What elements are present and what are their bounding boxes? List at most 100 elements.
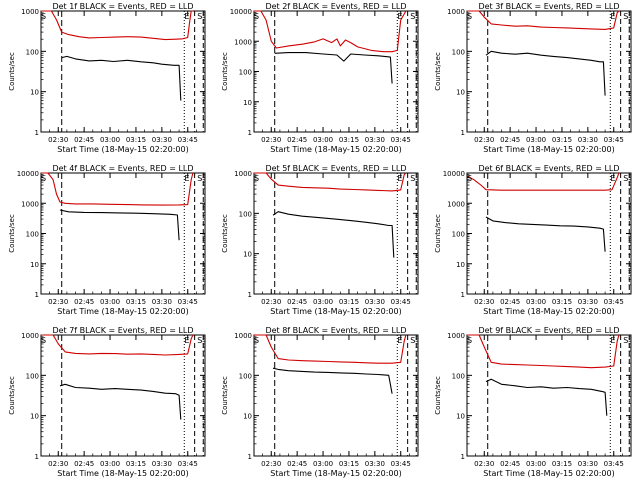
panel-2: Det 2f BLACK = Events, RED = LLD Counts/s… [221, 2, 419, 154]
y-axis-label: Counts/sec [434, 214, 442, 253]
plot-frame [40, 10, 206, 133]
y-tick-label: 1000 [447, 200, 465, 208]
x-axis-label: Start Time (18-May-15 02:20:00) [270, 307, 401, 316]
x-tick-label: 02:30 [474, 298, 494, 306]
marker-label: S [41, 12, 46, 21]
y-tick-label: 10000 [17, 170, 39, 178]
series-events-line [485, 378, 608, 416]
panel-1: Det 1f BLACK = Events, RED = LLD Counts/s… [8, 2, 206, 154]
x-tick-label: 03:00 [526, 460, 546, 468]
marker-label: E [184, 12, 189, 21]
y-tick-label: 100 [452, 231, 465, 239]
y-tick-label: 10 [30, 89, 39, 97]
x-tick-label: 03:30 [578, 298, 598, 306]
y-tick-label: 1 [461, 129, 465, 137]
x-tick-label: 03:30 [152, 136, 172, 144]
series-events-line [272, 211, 395, 258]
x-tick-label: 03:30 [152, 298, 172, 306]
plot-frame [253, 172, 419, 295]
x-tick-label: 02:45 [74, 136, 94, 144]
x-tick-label: 02:30 [261, 136, 281, 144]
x-axis-label: Start Time (18-May-15 02:20:00) [57, 469, 188, 478]
y-tick-label: 10 [456, 89, 465, 97]
marker-label: S [467, 12, 472, 21]
series-lld-line [41, 10, 193, 41]
y-tick-label: 1000 [21, 332, 39, 340]
y-tick-label: 10 [243, 99, 252, 107]
plot-frame [466, 10, 632, 133]
series-lld-line [467, 334, 620, 369]
x-tick-label: 03:30 [578, 136, 598, 144]
y-axis-label: Counts/sec [8, 376, 16, 415]
series-lld-line [41, 334, 194, 356]
marker-label: S [623, 336, 628, 345]
x-tick-label: 02:30 [261, 298, 281, 306]
x-axis-label: Start Time (18-May-15 02:20:00) [57, 307, 188, 316]
marker-label: S [410, 174, 415, 183]
y-tick-label: 100 [26, 48, 39, 56]
x-tick-label: 02:30 [474, 460, 494, 468]
x-tick-label: 03:30 [365, 460, 385, 468]
plot-frame [466, 172, 632, 295]
series-events-line [59, 383, 182, 420]
x-tick-label: 03:00 [526, 298, 546, 306]
x-tick-label: 02:45 [287, 136, 307, 144]
marker-label: S [623, 12, 628, 21]
plot-frame [40, 334, 206, 457]
y-tick-label: 1000 [21, 200, 39, 208]
marker-label: E [184, 174, 189, 183]
x-tick-label: 03:30 [152, 460, 172, 468]
marker-label: E [610, 336, 615, 345]
x-tick-label: 03:45 [391, 460, 411, 468]
x-tick-label: 03:30 [365, 136, 385, 144]
x-tick-label: 02:45 [74, 298, 94, 306]
marker-label: S [410, 336, 415, 345]
y-axis-label: Counts/sec [221, 376, 229, 415]
y-tick-label: 10 [456, 413, 465, 421]
x-tick-label: 03:15 [339, 136, 359, 144]
x-tick-label: 03:15 [552, 460, 572, 468]
series-lld-line [467, 10, 620, 30]
x-tick-label: 03:45 [604, 460, 624, 468]
marker-label: S [254, 12, 259, 21]
x-tick-label: 03:45 [178, 298, 198, 306]
marker-label: S [197, 12, 202, 21]
y-tick-label: 1 [461, 453, 465, 461]
x-tick-label: 02:45 [287, 298, 307, 306]
y-axis-label: Counts/sec [8, 52, 16, 91]
panel-5: Det 5f BLACK = Events, RED = LLD Counts/s… [221, 164, 419, 316]
y-tick-label: 1000 [447, 332, 465, 340]
y-tick-label: 1 [461, 291, 465, 299]
y-tick-label: 1000 [234, 170, 252, 178]
x-tick-label: 02:30 [48, 298, 68, 306]
y-tick-label: 10000 [443, 170, 465, 178]
x-tick-label: 03:15 [126, 298, 146, 306]
x-tick-label: 03:45 [391, 136, 411, 144]
marker-label: E [397, 174, 402, 183]
y-axis-label: Counts/sec [221, 52, 229, 91]
series-lld-line [41, 172, 194, 206]
marker-label: S [410, 12, 415, 21]
y-tick-label: 100 [26, 231, 39, 239]
y-axis-label: Counts/sec [221, 214, 229, 253]
x-tick-label: 03:15 [126, 136, 146, 144]
panel-4: Det 4f BLACK = Events, RED = LLD Counts/s… [8, 164, 206, 316]
y-tick-label: 10 [243, 413, 252, 421]
x-tick-label: 02:30 [261, 460, 281, 468]
series-events-line [274, 52, 393, 84]
panel-8: Det 8f BLACK = Events, RED = LLD Counts/s… [221, 326, 419, 478]
y-tick-label: 100 [239, 372, 252, 380]
x-tick-label: 03:00 [100, 460, 120, 468]
series-lld-line [254, 334, 407, 364]
series-lld-line [254, 10, 407, 53]
y-tick-label: 1000 [21, 8, 39, 16]
chart-title: Det 9f BLACK = Events, RED = LLD [478, 326, 619, 335]
x-tick-label: 03:15 [552, 136, 572, 144]
plot-frame [466, 334, 632, 457]
x-tick-label: 02:45 [500, 298, 520, 306]
y-axis-label: Counts/sec [434, 376, 442, 415]
y-tick-label: 1 [35, 291, 39, 299]
y-tick-label: 100 [239, 210, 252, 218]
chart-title: Det 4f BLACK = Events, RED = LLD [52, 164, 193, 173]
x-tick-label: 03:15 [552, 298, 572, 306]
